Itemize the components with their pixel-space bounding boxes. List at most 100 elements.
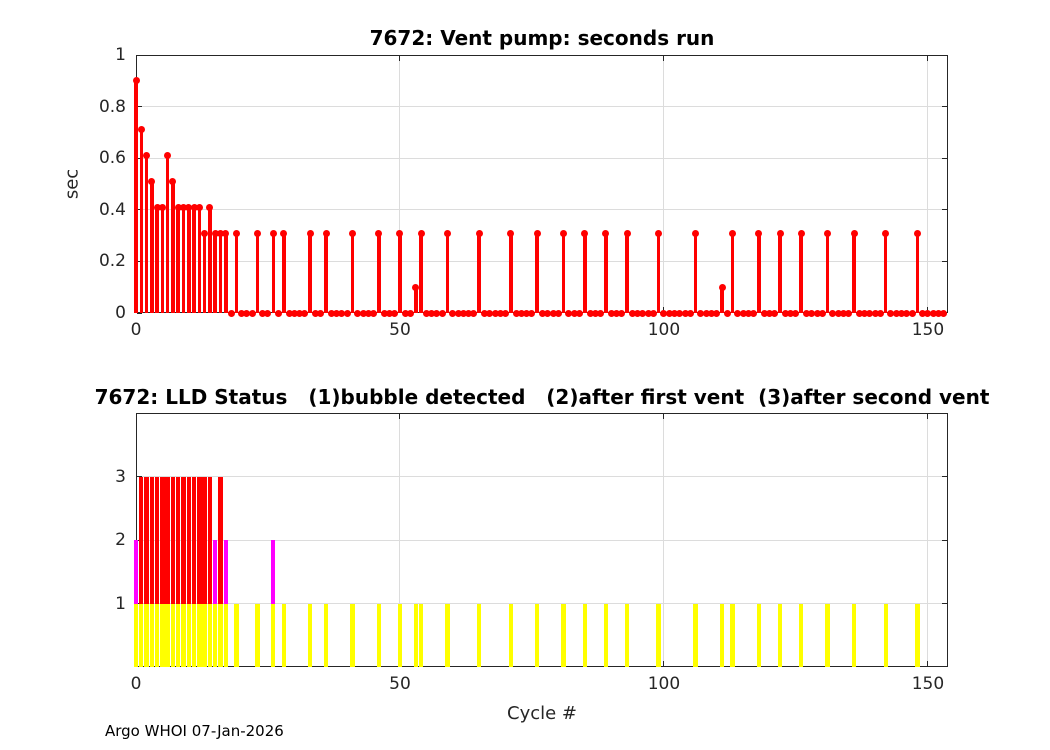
stem-marker [201,229,209,237]
stem-marker [496,309,504,317]
y-tick-label: 0.2 [98,251,126,272]
status-bar-after-second-vent [149,476,155,604]
stem-marker [560,229,568,237]
status-bar-bubble-detected [139,603,144,667]
y-axis-tick [137,209,142,211]
status-bar-bubble-detected [445,603,450,667]
stem-line [350,233,355,313]
stem-line [155,207,159,313]
stem-line [693,233,698,313]
stem-line [825,233,830,313]
status-bar-bubble-detected [160,603,165,667]
status-bar-bubble-detected [561,603,566,667]
stem-line [271,233,276,313]
y-tick-label: 0.4 [98,199,126,220]
stem-marker [628,309,636,317]
stem-line [883,233,888,313]
status-bar-bubble-detected [181,603,186,667]
stem-marker [882,229,890,237]
y-axis-tick [942,260,947,262]
footer-text: Argo WHOI 07-Jan-2026 [105,722,284,740]
stem-marker [655,229,663,237]
stem-line [561,233,566,313]
stem-marker [581,229,589,237]
status-bar-bubble-detected [719,603,725,667]
stem-marker [813,309,821,317]
stem-marker [671,309,679,317]
stem-marker [919,309,927,317]
stem-marker [333,309,341,317]
stem-marker [443,229,451,237]
grid-line-horizontal [136,476,948,477]
stem-marker [602,229,610,237]
status-bar-bubble-detected [397,603,403,667]
stem-marker [502,309,510,317]
status-bar-after-second-vent [191,476,197,604]
status-bar-bubble-detected [883,603,888,667]
grid-line-horizontal [136,603,948,604]
status-bar-bubble-detected [218,603,223,667]
x-axis-tick [663,414,665,419]
x-axis-tick [135,414,137,419]
stem-marker [148,177,156,185]
stem-line [625,233,629,313]
stem-marker [570,309,578,317]
stem-line [308,233,312,313]
top-chart-plot-area: 0 50 100 150 0 0.2 0.4 0.6 0.8 1 [99,45,948,340]
stem-line [150,181,154,313]
stem-marker [634,309,642,317]
status-bar-bubble-detected [234,603,239,667]
stem-marker [744,309,752,317]
y-axis-tick [942,157,947,159]
bottom-chart-plot-area: 0 50 100 150 1 2 3 [115,413,948,694]
stem-marker [892,309,900,317]
stem-marker [180,203,188,211]
stem-marker [539,309,547,317]
stem-marker [713,309,721,317]
stem-marker [317,309,325,317]
stem-marker [766,309,774,317]
stem-marker [718,283,726,291]
stem-marker [153,203,161,211]
stem-marker [734,309,742,317]
status-bar-bubble-detected [191,603,197,667]
y-tick-label: 1 [115,593,126,614]
stem-marker [644,309,652,317]
stem-marker [554,309,562,317]
status-bar-bubble-detected [418,603,424,667]
stem-marker [438,309,446,317]
stem-line [171,181,175,313]
x-tick-label: 0 [130,320,142,340]
status-bar-bubble-detected [197,603,202,667]
y-axis-tick [942,476,947,477]
status-bar-bubble-detected [656,603,661,667]
stem-line [757,233,761,313]
stem-marker [739,309,747,317]
stem-marker [776,229,784,237]
stem-marker [723,309,731,317]
stem-line [419,233,423,313]
status-bar-after-second-vent [186,476,191,604]
stem-marker [407,309,415,317]
stem-marker [327,309,335,317]
stem-line [165,155,170,313]
stem-marker [512,309,520,317]
status-bar-bubble-detected [693,603,698,667]
status-bar-bubble-detected [915,603,920,667]
y-axis-tick [942,54,947,56]
status-bar-bubble-detected [212,603,218,667]
y-tick-label: 1 [115,45,126,65]
stem-marker [818,309,826,317]
stem-marker [227,309,235,317]
stem-marker [649,309,657,317]
y-axis-tick [137,106,142,108]
status-bar-bubble-detected [376,603,382,667]
stem-marker [243,309,251,317]
status-bar-bubble-detected [255,603,260,667]
stem-marker [433,309,441,317]
stem-marker [866,309,874,317]
stem-marker [908,309,916,317]
status-bar-bubble-detected [323,603,329,667]
stem-marker [290,309,298,317]
status-bar-bubble-detected [603,603,609,667]
